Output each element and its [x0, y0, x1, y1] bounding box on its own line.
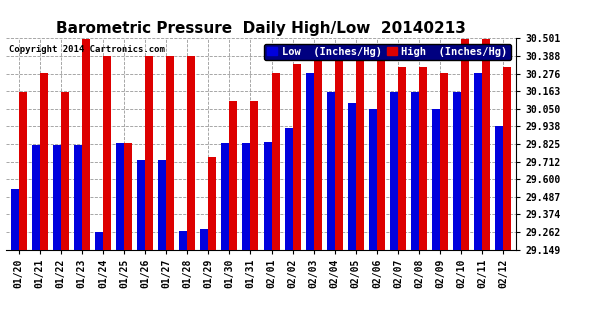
Bar [440, 73, 448, 250]
Bar [314, 56, 322, 250]
Bar [356, 56, 364, 250]
Bar [145, 56, 153, 250]
Bar [432, 109, 440, 250]
Bar [305, 73, 314, 250]
Bar [53, 145, 61, 250]
Bar [327, 92, 335, 250]
Bar [284, 128, 293, 250]
Bar [250, 101, 259, 250]
Bar [124, 143, 132, 250]
Bar [11, 188, 19, 250]
Bar [200, 229, 208, 250]
Bar [242, 143, 250, 250]
Bar [369, 109, 377, 250]
Legend: Low  (Inches/Hg), High  (Inches/Hg): Low (Inches/Hg), High (Inches/Hg) [264, 44, 511, 60]
Bar [166, 56, 174, 250]
Bar [496, 126, 503, 250]
Bar [461, 38, 469, 250]
Bar [95, 232, 103, 250]
Bar [137, 160, 145, 250]
Bar [229, 101, 238, 250]
Title: Barometric Pressure  Daily High/Low  20140213: Barometric Pressure Daily High/Low 20140… [56, 21, 466, 36]
Bar [103, 56, 111, 250]
Bar [474, 73, 482, 250]
Bar [390, 92, 398, 250]
Bar [293, 64, 301, 250]
Bar [411, 92, 419, 250]
Bar [221, 143, 229, 250]
Bar [398, 67, 406, 250]
Bar [263, 142, 272, 250]
Bar [74, 145, 82, 250]
Bar [453, 92, 461, 250]
Bar [377, 56, 385, 250]
Bar [32, 145, 40, 250]
Bar [158, 160, 166, 250]
Bar [82, 38, 90, 250]
Bar [335, 56, 343, 250]
Bar [419, 67, 427, 250]
Bar [482, 38, 490, 250]
Bar [19, 92, 26, 250]
Bar [503, 67, 511, 250]
Bar [40, 73, 48, 250]
Bar [208, 157, 217, 250]
Bar [348, 103, 356, 250]
Text: Copyright 2014 Cartronics.com: Copyright 2014 Cartronics.com [8, 45, 164, 54]
Bar [272, 73, 280, 250]
Bar [179, 231, 187, 250]
Bar [116, 143, 124, 250]
Bar [61, 92, 69, 250]
Bar [187, 56, 195, 250]
